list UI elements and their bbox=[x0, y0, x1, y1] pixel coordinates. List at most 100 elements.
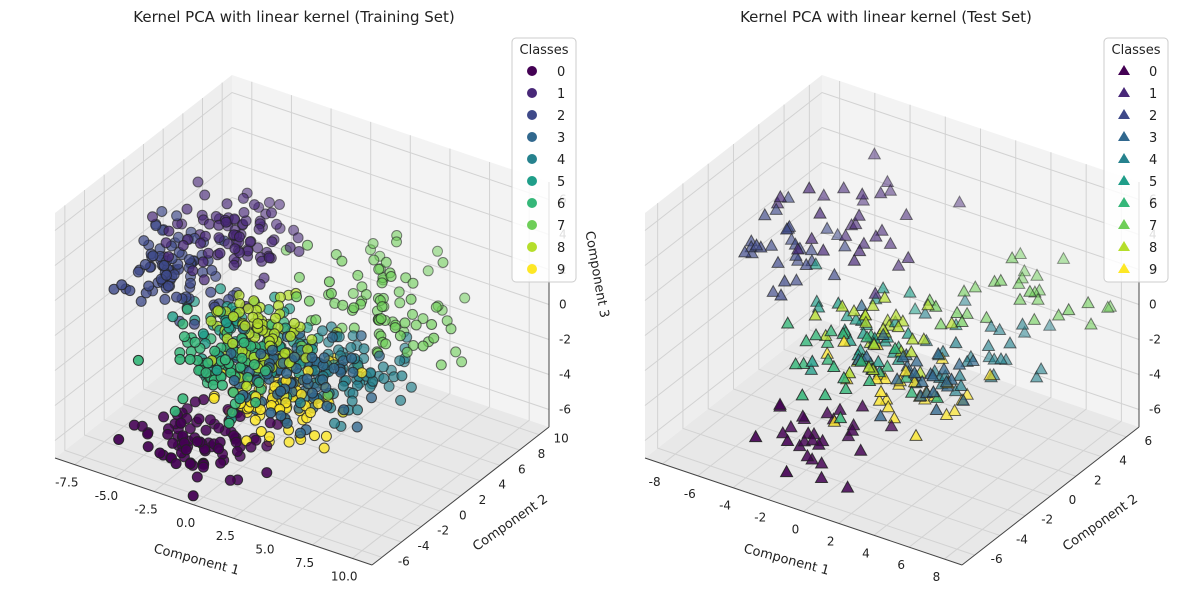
point-class-4 bbox=[1042, 318, 1057, 331]
grid-line-x bbox=[312, 161, 491, 546]
point-class-8 bbox=[270, 312, 281, 324]
point-class-1 bbox=[901, 250, 916, 263]
tick-label-x: 8 bbox=[933, 570, 941, 584]
point-class-1 bbox=[177, 240, 189, 251]
point-class-4 bbox=[345, 342, 357, 353]
point-class-4 bbox=[378, 373, 390, 384]
point-class-7 bbox=[407, 277, 419, 289]
point-class-7 bbox=[968, 280, 983, 293]
point-class-1 bbox=[873, 185, 888, 199]
point-class-4 bbox=[981, 338, 996, 351]
point-class-0 bbox=[748, 429, 763, 443]
point-class-9 bbox=[947, 403, 962, 416]
point-class-0 bbox=[184, 423, 196, 435]
point-class-0 bbox=[204, 414, 216, 426]
point-class-1 bbox=[856, 193, 871, 206]
point-class-2 bbox=[185, 277, 196, 289]
point-class-7 bbox=[399, 317, 411, 329]
grid-line-z bbox=[54, 91, 550, 231]
point-class-7 bbox=[950, 305, 964, 318]
point-class-7 bbox=[325, 287, 337, 299]
point-class-3 bbox=[909, 354, 924, 367]
point-class-6 bbox=[219, 354, 231, 366]
tick-label-x: 4 bbox=[862, 546, 870, 560]
point-class-0 bbox=[814, 470, 829, 483]
legend-marker bbox=[1118, 197, 1130, 207]
grid-line-x bbox=[838, 140, 1017, 524]
points bbox=[108, 176, 471, 502]
legend: Classes 0 1 2 3 4 5 6 7 8 9 bbox=[1103, 37, 1169, 283]
point-class-6 bbox=[780, 316, 795, 329]
point-class-7 bbox=[401, 346, 413, 358]
point-class-9 bbox=[909, 428, 923, 441]
tick-label-y: -4 bbox=[418, 539, 430, 553]
legend-label: 9 bbox=[1149, 263, 1157, 278]
point-class-1 bbox=[220, 216, 232, 228]
point-class-6 bbox=[862, 373, 877, 386]
point-class-0 bbox=[820, 405, 835, 419]
tick-label-y: -6 bbox=[398, 554, 410, 568]
point-class-7 bbox=[407, 308, 418, 320]
point-class-0 bbox=[795, 409, 810, 422]
grid-line-y bbox=[682, 183, 1001, 536]
point-class-1 bbox=[802, 181, 817, 194]
point-class-4 bbox=[316, 325, 328, 337]
point-class-3 bbox=[306, 387, 318, 399]
point-class-1 bbox=[790, 242, 805, 255]
point-class-9 bbox=[208, 392, 220, 404]
point-class-6 bbox=[253, 377, 265, 388]
point-class-7 bbox=[394, 330, 406, 342]
tick-label-x: -7.5 bbox=[55, 476, 78, 490]
point-class-9 bbox=[318, 442, 330, 454]
tick-label-x: -6 bbox=[684, 487, 696, 501]
legend-marker bbox=[527, 154, 537, 164]
point-class-1 bbox=[869, 229, 883, 242]
point-class-7 bbox=[1013, 246, 1028, 259]
legend-label: 0 bbox=[557, 65, 565, 80]
grid-line-z bbox=[644, 91, 1140, 231]
grid-line-z bbox=[644, 161, 1140, 301]
point-class-4 bbox=[329, 417, 340, 429]
point-class-3 bbox=[289, 351, 300, 363]
point-class-8 bbox=[279, 347, 291, 359]
point-class-3 bbox=[939, 374, 954, 388]
point-class-3 bbox=[366, 392, 377, 404]
point-class-0 bbox=[780, 433, 795, 446]
legend-label: 0 bbox=[1149, 65, 1157, 80]
legend-label: 2 bbox=[1149, 109, 1157, 124]
point-class-6 bbox=[178, 331, 190, 343]
point-class-8 bbox=[866, 298, 880, 311]
point-class-9 bbox=[283, 436, 295, 448]
point-class-7 bbox=[310, 314, 322, 326]
point-class-0 bbox=[801, 426, 816, 439]
legend-marker bbox=[527, 66, 537, 76]
point-class-3 bbox=[281, 367, 293, 379]
point-class-2 bbox=[737, 245, 752, 258]
point-class-7 bbox=[1013, 292, 1027, 305]
point-class-4 bbox=[377, 361, 389, 373]
point-class-7 bbox=[348, 302, 360, 314]
point-class-6 bbox=[860, 330, 874, 343]
point-class-7 bbox=[426, 319, 438, 330]
point-class-4 bbox=[396, 370, 408, 382]
point-class-9 bbox=[983, 367, 997, 381]
point-class-4 bbox=[1017, 325, 1032, 338]
point-class-8 bbox=[205, 315, 217, 327]
point-class-7 bbox=[1005, 250, 1019, 264]
point-class-9 bbox=[837, 334, 851, 347]
tick-label-y: 8 bbox=[538, 447, 546, 461]
point-class-8 bbox=[842, 365, 857, 379]
point-class-0 bbox=[840, 480, 855, 493]
point-class-4 bbox=[1015, 317, 1030, 330]
point-class-8 bbox=[227, 337, 239, 349]
point-class-2 bbox=[769, 202, 784, 215]
tick-label-y: 6 bbox=[518, 462, 526, 476]
point-class-3 bbox=[306, 351, 318, 363]
point-class-1 bbox=[293, 246, 305, 257]
point-class-7 bbox=[302, 239, 313, 251]
point-class-3 bbox=[326, 331, 338, 343]
tick-label-z: 0 bbox=[559, 298, 567, 312]
point-class-7 bbox=[373, 263, 385, 275]
point-class-9 bbox=[309, 430, 320, 442]
legend-marker bbox=[1118, 87, 1130, 97]
